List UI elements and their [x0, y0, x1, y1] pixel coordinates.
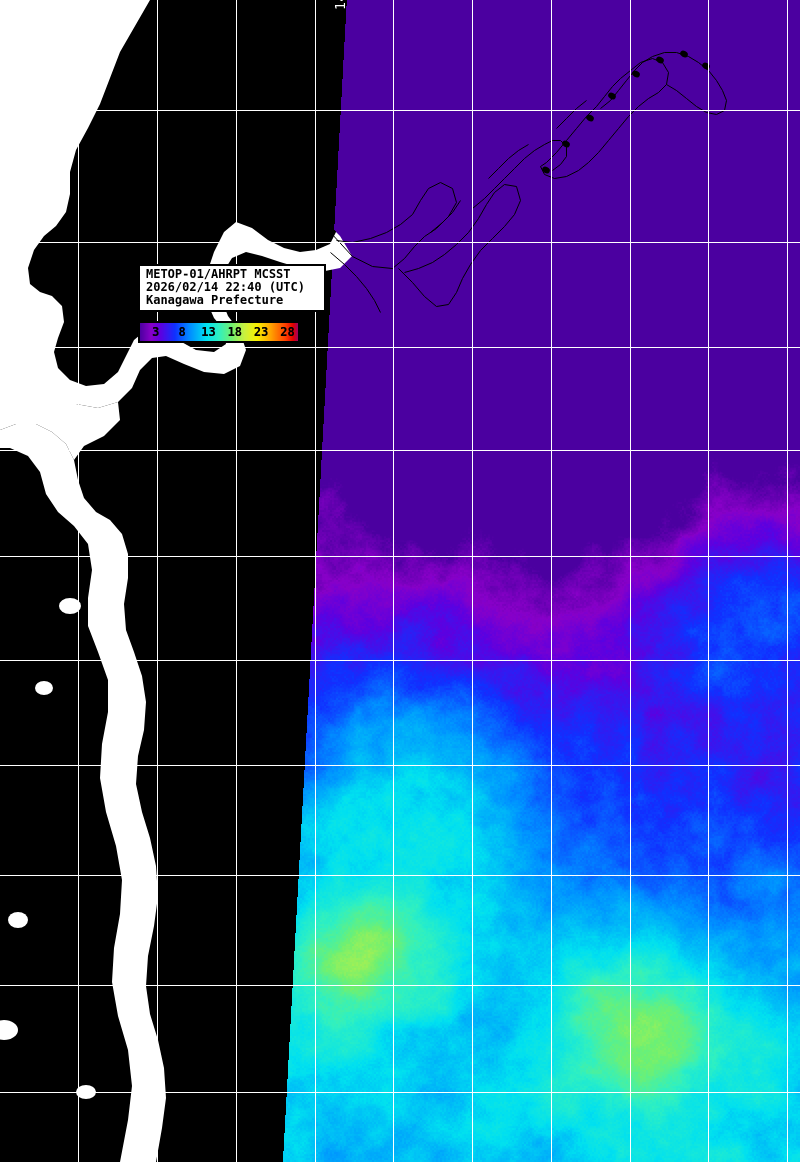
longitude-label: 144E: [334, 0, 349, 10]
product-info-box: METOP-01/AHRPT MCSST 2026/02/14 22:40 (U…: [138, 264, 326, 312]
latitude-label: 45N: [10, 96, 35, 111]
product-title-line: METOP-01/AHRPT MCSST: [146, 267, 291, 281]
product-region-line: Kanagawa Prefecture: [146, 293, 284, 307]
colorbar-tick-label: 18: [227, 325, 243, 339]
colorbar-tick-label: 3: [152, 325, 160, 339]
temperature-colorbar: 3 8 13 18 23 28: [138, 321, 300, 343]
colorbar-tick-label: 23: [253, 325, 269, 339]
legend-panel: METOP-01/AHRPT MCSST 2026/02/14 22:40 (U…: [138, 264, 326, 343]
colorbar-gradient: [140, 323, 298, 341]
longitude-label: 141E: [84, 0, 99, 10]
product-datetime-line: 2026/02/14 22:40 (UTC): [146, 280, 305, 294]
colorbar-tick-label: 8: [178, 325, 186, 339]
colorbar-tick-label: 13: [201, 325, 216, 339]
colorbar-tick-label: 28: [280, 325, 295, 339]
